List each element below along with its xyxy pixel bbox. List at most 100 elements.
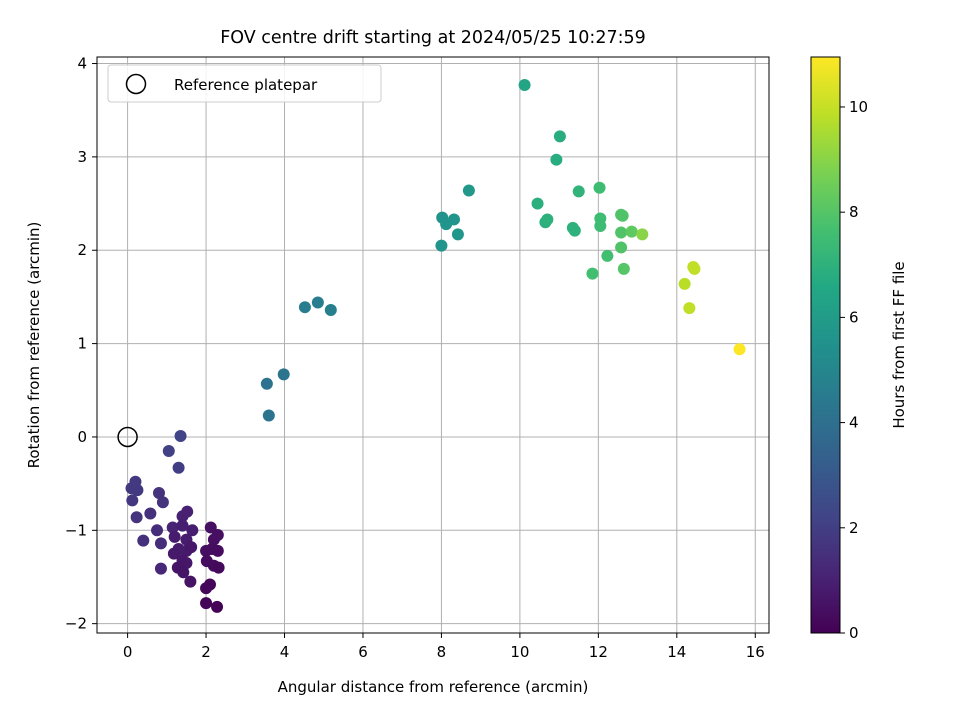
colorbar-tick-label: 10 — [849, 98, 868, 116]
data-point — [616, 209, 629, 222]
data-point — [568, 224, 581, 237]
data-point — [260, 377, 273, 390]
x-tick-label: 16 — [746, 643, 765, 661]
data-point — [167, 547, 180, 560]
legend: Reference platepar — [107, 64, 382, 103]
colorbar-ticks: 0 2 4 6 8 10 — [840, 98, 868, 642]
legend-label: Reference platepar — [174, 76, 318, 94]
y-tick-label: 0 — [77, 428, 87, 446]
data-point — [177, 566, 190, 579]
data-point — [451, 228, 464, 241]
data-point — [678, 277, 691, 290]
x-tick-label: 14 — [667, 643, 686, 661]
grid-lines — [97, 57, 769, 633]
colorbar-tick-label: 0 — [849, 624, 859, 642]
y-axis-ticks: −2 −1 0 1 2 3 4 — [65, 55, 97, 633]
x-tick-label: 8 — [437, 643, 447, 661]
data-point — [154, 562, 167, 575]
data-point — [531, 197, 544, 210]
data-point — [615, 241, 628, 254]
data-point — [435, 239, 448, 252]
data-point — [311, 296, 324, 309]
data-point — [688, 262, 701, 275]
data-point — [152, 486, 165, 499]
data-point — [185, 541, 198, 554]
x-axis-label: Angular distance from reference (arcmin) — [278, 678, 589, 696]
data-point — [733, 343, 746, 356]
data-point — [601, 249, 614, 262]
y-tick-label: −2 — [65, 615, 87, 633]
y-tick-label: −1 — [65, 521, 87, 539]
data-point — [176, 519, 189, 532]
data-point — [130, 511, 143, 524]
data-point — [541, 213, 554, 226]
data-point — [212, 561, 225, 574]
data-point — [186, 524, 199, 537]
data-point — [593, 181, 606, 194]
data-point — [168, 530, 181, 543]
data-point — [204, 521, 217, 534]
reference-platepar-marker — [117, 426, 138, 448]
data-point — [211, 544, 224, 557]
data-point — [636, 228, 649, 241]
x-tick-label: 6 — [358, 643, 368, 661]
colorbar-gradient — [810, 56, 841, 634]
colorbar: 0 2 4 6 8 10 Hours from first FF file — [810, 56, 908, 642]
data-point — [184, 575, 197, 588]
data-point — [586, 267, 599, 280]
x-tick-label: 2 — [201, 643, 211, 661]
legend-box — [107, 64, 382, 103]
legend-reference-marker — [125, 73, 147, 95]
chart-title: FOV centre drift starting at 2024/05/25 … — [220, 28, 646, 48]
data-point — [181, 505, 194, 518]
data-point — [262, 409, 275, 422]
data-point — [166, 521, 179, 534]
data-point — [553, 130, 566, 143]
data-point — [156, 496, 169, 509]
colorbar-tick-label: 6 — [849, 308, 859, 326]
colorbar-tick-label: 4 — [849, 414, 859, 432]
plot-frame — [96, 56, 770, 634]
data-point — [211, 528, 224, 541]
data-point — [617, 262, 630, 275]
data-point — [154, 537, 167, 550]
colorbar-label: Hours from first FF file — [890, 261, 908, 428]
data-point — [144, 507, 157, 520]
data-point — [162, 444, 175, 457]
data-point — [447, 213, 460, 226]
data-point — [200, 597, 213, 610]
y-tick-label: 3 — [77, 148, 87, 166]
data-point — [625, 225, 638, 238]
data-point — [594, 219, 607, 232]
data-point — [172, 461, 185, 474]
data-points — [125, 79, 746, 613]
data-point — [683, 302, 696, 315]
data-point — [151, 524, 164, 537]
data-point — [211, 600, 224, 613]
y-tick-label: 4 — [77, 55, 87, 73]
data-point — [615, 226, 628, 239]
data-point — [277, 368, 290, 381]
x-tick-label: 12 — [589, 643, 608, 661]
x-axis-ticks: 0 2 4 6 8 10 12 14 16 — [123, 633, 765, 661]
y-tick-label: 1 — [77, 335, 87, 353]
data-point — [126, 494, 139, 507]
data-point — [550, 153, 563, 166]
data-point — [324, 303, 337, 316]
x-tick-label: 0 — [123, 643, 133, 661]
y-tick-label: 2 — [77, 241, 87, 259]
x-tick-label: 10 — [510, 643, 529, 661]
data-point — [572, 185, 585, 198]
x-tick-label: 4 — [280, 643, 290, 661]
y-axis-label: Rotation from reference (arcmin) — [25, 222, 43, 469]
data-point — [174, 430, 187, 443]
data-point — [462, 184, 475, 197]
data-point — [125, 482, 138, 495]
data-point — [298, 301, 311, 314]
data-point — [137, 534, 150, 547]
data-point — [200, 582, 213, 595]
colorbar-tick-label: 2 — [849, 519, 859, 537]
colorbar-tick-label: 8 — [849, 203, 859, 221]
data-point — [518, 79, 531, 92]
